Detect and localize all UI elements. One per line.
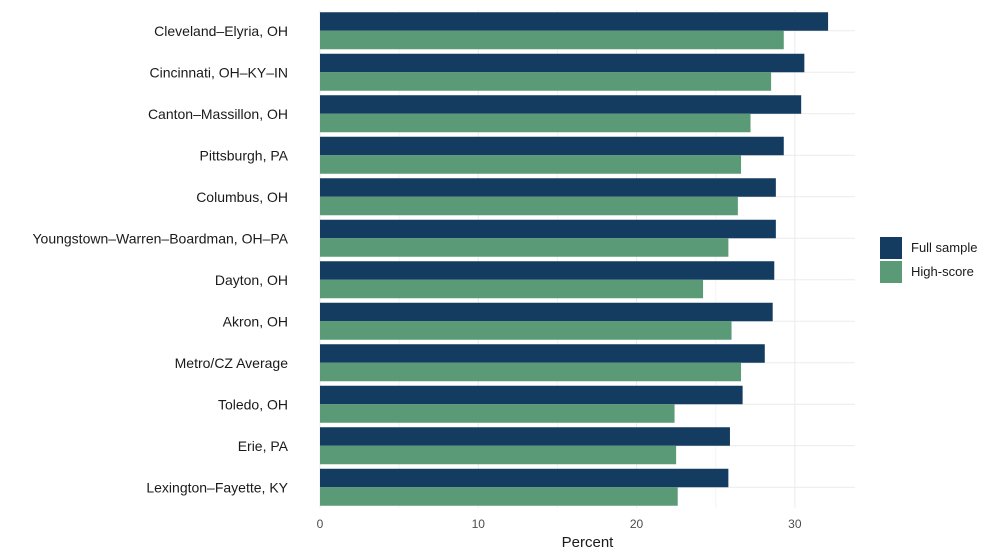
y-tick-label: Youngstown–Warren–Boardman, OH–PA	[32, 230, 288, 246]
y-tick-label: Columbus, OH	[196, 189, 288, 205]
bar-full-sample-metro-cz-average	[320, 344, 765, 363]
y-tick-label: Metro/CZ Average	[175, 355, 289, 371]
bar-full-sample-akron-oh	[320, 302, 773, 322]
bar-high-score-cincinnati-oh-ky-in	[320, 72, 772, 91]
bar-full-sample-toledo-oh	[320, 385, 743, 405]
y-tick-label: Cincinnati, OH–KY–IN	[149, 64, 288, 80]
bar-high-score-toledo-oh	[320, 404, 675, 423]
bar-high-score-youngstown-warren-boardman-oh-pa	[320, 238, 729, 257]
legend: Full sample High-score	[880, 237, 977, 283]
y-tick-label: Cleveland–Elyria, OH	[154, 23, 288, 39]
legend-label-high-score: High-score	[911, 264, 974, 279]
x-tick-label: 30	[788, 517, 802, 531]
x-axis-ticks: 0 10 20 30	[317, 517, 802, 531]
bar-full-sample-erie-pa	[320, 427, 730, 446]
bar-full-sample-youngstown-warren-boardman-oh-pa	[320, 219, 776, 239]
bar-full-sample-dayton-oh	[320, 261, 775, 280]
bar-high-score-erie-pa	[320, 445, 677, 465]
bar-high-score-akron-oh	[320, 321, 732, 340]
y-tick-label: Akron, OH	[223, 313, 288, 329]
bar-high-score-lexington-fayette-ky	[320, 487, 678, 506]
bar-full-sample-lexington-fayette-ky	[320, 468, 729, 488]
x-tick-label: 0	[317, 517, 324, 531]
bars	[320, 12, 829, 506]
legend-swatch-high-score	[880, 261, 902, 283]
bar-high-score-dayton-oh	[320, 279, 704, 299]
bar-full-sample-cleveland-elyria-oh	[320, 12, 829, 31]
y-tick-label: Pittsburgh, PA	[200, 147, 289, 163]
bar-high-score-pittsburgh-pa	[320, 155, 742, 174]
x-tick-label: 20	[630, 517, 644, 531]
legend-swatch-full-sample	[880, 237, 902, 259]
x-axis-title: Percent	[562, 534, 615, 551]
bar-high-score-cleveland-elyria-oh	[320, 30, 784, 50]
bar-full-sample-canton-massillon-oh	[320, 95, 802, 114]
y-axis-labels: Cleveland–Elyria, OH Cincinnati, OH–KY–IN…	[32, 23, 288, 496]
bar-full-sample-columbus-oh	[320, 178, 776, 197]
y-tick-label: Dayton, OH	[215, 272, 288, 288]
bar-full-sample-cincinnati-oh-ky-in	[320, 53, 805, 73]
y-tick-label: Lexington–Fayette, KY	[146, 479, 288, 495]
y-tick-label: Erie, PA	[238, 438, 289, 454]
y-tick-label: Canton–Massillon, OH	[148, 106, 288, 122]
y-tick-label: Toledo, OH	[218, 396, 288, 412]
legend-label-full-sample: Full sample	[911, 240, 977, 255]
bar-full-sample-pittsburgh-pa	[320, 136, 784, 156]
bar-high-score-columbus-oh	[320, 196, 738, 216]
x-tick-label: 10	[472, 517, 486, 531]
bar-high-score-canton-massillon-oh	[320, 113, 751, 133]
bar-high-score-metro-cz-average	[320, 362, 742, 382]
